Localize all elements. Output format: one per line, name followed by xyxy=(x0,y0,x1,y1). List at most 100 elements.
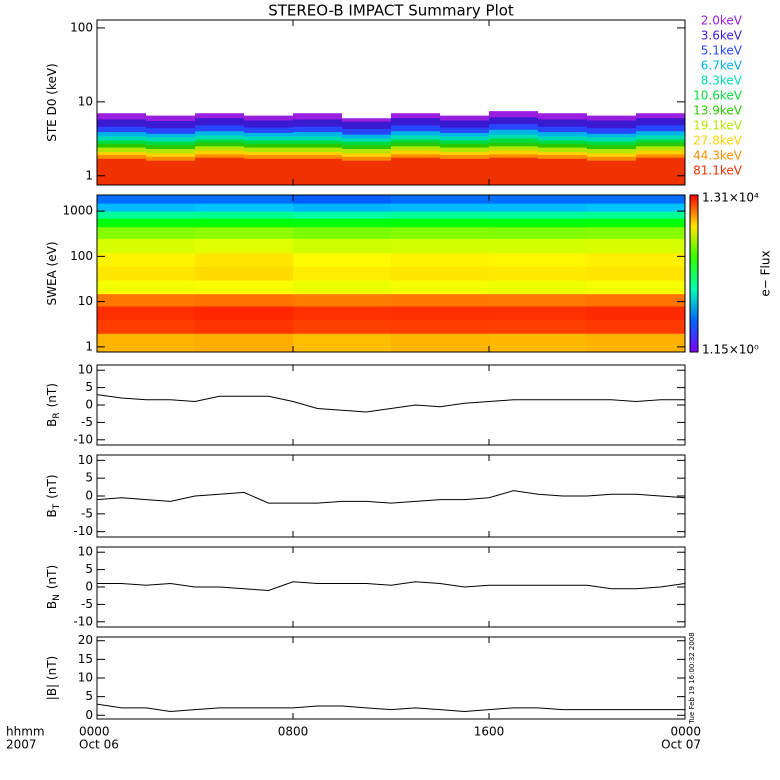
spectrogram-cell xyxy=(195,238,294,254)
legend-entry: 5.1keV xyxy=(701,44,743,58)
field-trace xyxy=(97,490,685,504)
spectrogram-cell xyxy=(195,252,294,267)
y-tick-label: -10 xyxy=(73,432,93,446)
legend-entry: 10.6keV xyxy=(693,89,743,103)
spectrogram-cell xyxy=(587,333,685,352)
spectrogram-cell xyxy=(587,266,685,281)
spectrogram-cell xyxy=(391,319,490,334)
y-label-sub: T xyxy=(52,503,62,510)
spectrogram-cell xyxy=(391,266,490,281)
spectrogram-cell xyxy=(489,305,588,321)
y-label-main: B xyxy=(45,509,59,517)
y-label-sub: N xyxy=(52,594,62,601)
legend-entry: 27.8keV xyxy=(693,134,743,148)
spectrogram-cell xyxy=(587,211,685,219)
spectrogram-cell xyxy=(97,319,196,334)
y-tick-label: 0 xyxy=(85,580,93,594)
spectrogram-cell xyxy=(391,305,490,321)
y-tick-label: 10 xyxy=(78,671,93,685)
spectrogram-cell xyxy=(587,280,685,295)
date-label: Oct 06 xyxy=(79,738,119,752)
y-tick-label: 100 xyxy=(70,249,93,263)
spectrogram-cell xyxy=(391,211,490,219)
spectrogram-cell xyxy=(293,203,392,212)
spectrogram-cell xyxy=(391,195,490,204)
spectrogram-cell xyxy=(391,203,490,212)
y-tick-label: 20 xyxy=(78,633,93,647)
spectrogram-cell xyxy=(489,266,588,281)
spectrogram-cell xyxy=(293,211,392,219)
spectrogram-cell xyxy=(195,293,294,307)
y-tick-label: -10 xyxy=(73,614,93,628)
colorbar-min-label: 1.15×10⁰ xyxy=(702,343,759,357)
spectrogram-cell xyxy=(97,211,196,219)
plot-area xyxy=(97,394,685,413)
y-tick-label: 10 xyxy=(78,545,93,559)
plot-area xyxy=(97,703,685,713)
spectrogram-cell xyxy=(587,305,685,321)
x-tick-label: 1600 xyxy=(474,725,505,739)
spectrogram-cell xyxy=(489,203,588,212)
spectrogram-cell xyxy=(293,218,392,228)
y-tick-label: -5 xyxy=(81,597,93,611)
y-tick-label: 1 xyxy=(85,339,93,353)
spectrogram-cell xyxy=(97,226,196,239)
y-label-unit: (nT) xyxy=(45,474,59,498)
y-axis-label: BT (nT) xyxy=(45,474,62,517)
spectrogram-cell xyxy=(97,218,196,228)
spectrogram-cell xyxy=(293,305,392,321)
y-tick-label: 5 xyxy=(85,471,93,485)
spectrogram-cell xyxy=(97,333,196,352)
spectrogram-cell xyxy=(97,305,196,321)
legend-entry: 8.3keV xyxy=(701,74,743,88)
y-tick-label: 5 xyxy=(85,689,93,703)
plot-area xyxy=(97,111,685,185)
y-tick-label: -10 xyxy=(73,524,93,538)
spectrogram-cell xyxy=(97,238,196,254)
spectrogram-cell xyxy=(195,211,294,219)
legend-entry: 3.6keV xyxy=(701,29,743,43)
spectrogram-cell xyxy=(489,333,588,352)
spectrogram-cell xyxy=(489,252,588,267)
spectrogram-cell xyxy=(391,226,490,239)
x-tick-label: 0800 xyxy=(278,725,309,739)
y-tick-label: 1 xyxy=(85,168,93,182)
y-tick-label: 100 xyxy=(70,20,93,34)
spectrogram-cell xyxy=(391,218,490,228)
spectrogram-cell xyxy=(489,226,588,239)
plot-area xyxy=(97,581,685,591)
timestamp: Tue Feb 19 16:00:32 2008 xyxy=(688,632,696,724)
spectrogram-cell xyxy=(391,280,490,295)
spectrogram-cell xyxy=(391,293,490,307)
field-trace xyxy=(97,581,685,591)
y-tick-label: 0 xyxy=(85,489,93,503)
spectrogram-cell xyxy=(587,203,685,212)
spectrogram-cell xyxy=(195,266,294,281)
corner-label: 2007 xyxy=(6,738,37,752)
panel-frame xyxy=(96,19,686,186)
channel-area xyxy=(97,157,685,185)
spectrogram-cell xyxy=(489,238,588,254)
y-tick-label: -5 xyxy=(81,506,93,520)
y-label-unit: (nT) xyxy=(45,383,59,407)
spectrogram-cell xyxy=(97,280,196,295)
spectrogram-cell xyxy=(587,226,685,239)
spectrogram-cell xyxy=(391,238,490,254)
spectrogram-cell xyxy=(587,238,685,254)
spectrogram-cell xyxy=(489,319,588,334)
y-tick-label: 0 xyxy=(85,398,93,412)
legend-entry: 2.0keV xyxy=(701,14,743,28)
y-axis-label: BN (nT) xyxy=(45,565,62,609)
legend-entry: 13.9keV xyxy=(693,104,743,118)
x-tick-label: 0000 xyxy=(670,725,701,739)
spectrogram-cell xyxy=(391,333,490,352)
y-tick-label: 0 xyxy=(85,708,93,722)
legend-entry: 19.1keV xyxy=(693,119,743,133)
colorbar-max-label: 1.31×10⁴ xyxy=(702,191,759,205)
spectrogram-cell xyxy=(97,195,196,204)
spectrogram-cell xyxy=(97,203,196,212)
y-label-main: SWEA (eV) xyxy=(45,241,59,305)
y-tick-label: 10 xyxy=(78,363,93,377)
spectrogram-cell xyxy=(97,266,196,281)
